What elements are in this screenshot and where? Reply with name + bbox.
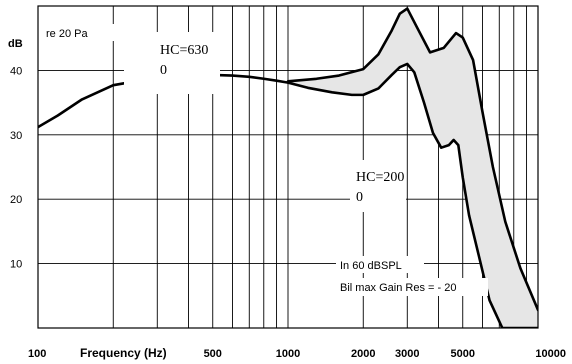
x-tick-label-5000: 5000 [451, 348, 475, 360]
ref-label-box [42, 24, 124, 41]
x-axis-label: Frequency (Hz) [80, 346, 167, 360]
annotations: re 20 Pa HC=630 0 HC=200 0 In 60 dBSPL B… [42, 24, 488, 296]
y-tick-label-30: 30 [10, 130, 22, 142]
input-level-label-box [336, 256, 424, 273]
hc2000-label-box [350, 160, 406, 212]
x-tick-label-10000: 10000 [535, 348, 566, 360]
x-tick-label-3000: 3000 [395, 348, 419, 360]
y-tick-label-40: 40 [10, 65, 22, 77]
plot-frame [37, 5, 539, 329]
x-tick-label-2000: 2000 [351, 348, 375, 360]
input-level-label: In 60 dBSPL [340, 260, 402, 272]
hc6300-label-line2: 0 [160, 63, 167, 78]
y-tick-label-10: 10 [10, 259, 22, 271]
x-tick-label-100: 100 [28, 348, 46, 360]
curve-series-0 [286, 7, 538, 312]
gain-label: Bil max Gain Res = - 20 [340, 282, 456, 294]
hc2000-label-line1: HC=200 [356, 170, 404, 185]
hc2000-label-line2: 0 [356, 190, 363, 205]
x-tick-label-1000: 1000 [276, 348, 300, 360]
y-tick-labels: 10 20 30 40 [10, 65, 22, 270]
band-fill [288, 8, 538, 328]
y-axis-label: dB [8, 38, 23, 50]
gain-label-box [336, 278, 488, 296]
y-tick-label-20: 20 [10, 194, 22, 206]
axes: dB Frequency (Hz) 100 500 1000 2000 3000 5000… [8, 38, 566, 360]
hc6300-label-line1: HC=630 [160, 43, 208, 58]
hc6300-label-box [124, 32, 220, 94]
reference-label: re 20 Pa [46, 28, 88, 40]
x-tick-labels: 100 500 1000 2000 3000 5000 10000 [28, 348, 566, 360]
x-tick-label-500: 500 [204, 348, 222, 360]
curve-series-1 [286, 62, 538, 328]
